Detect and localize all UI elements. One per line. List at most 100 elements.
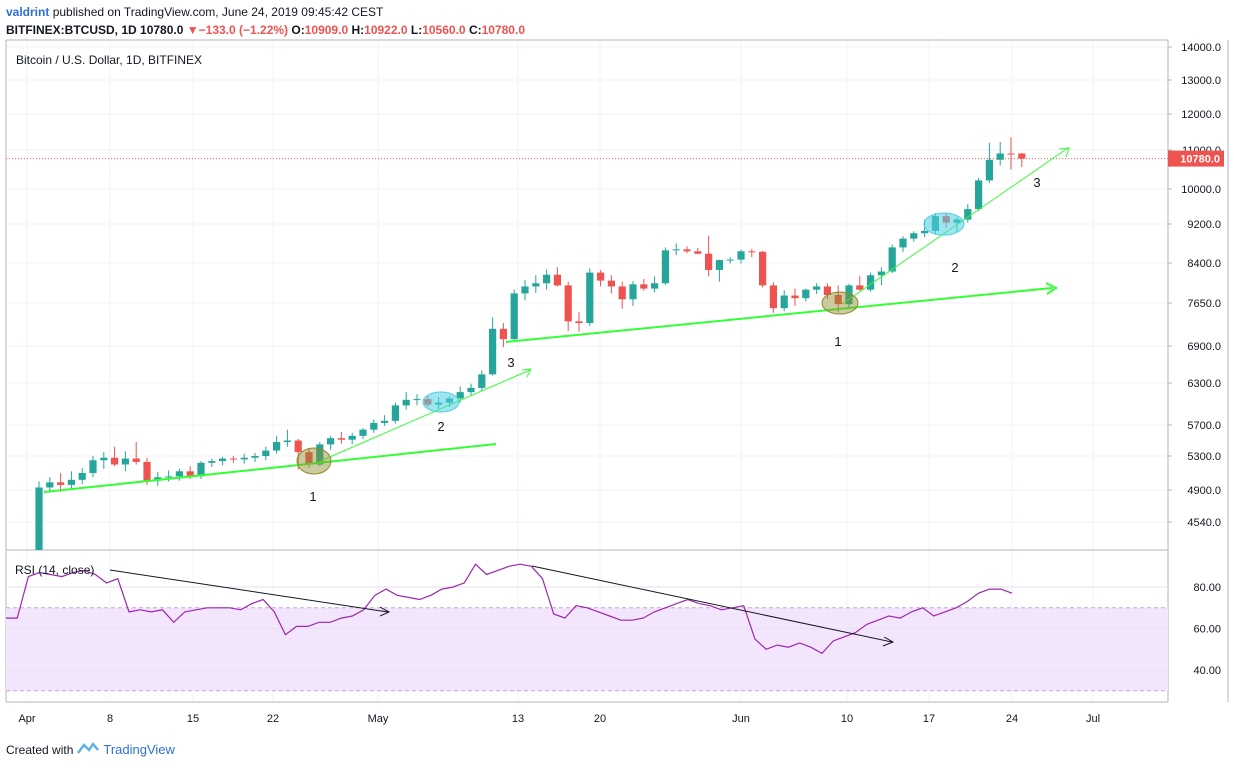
price-tick-label: 5700.0 — [1187, 420, 1221, 432]
candle-body — [175, 471, 183, 477]
candle-body — [607, 280, 615, 287]
candle-body — [899, 238, 907, 248]
annotation-label: 2 — [951, 260, 958, 275]
symbol-label: BITFINEX:BTCUSD, 1D — [6, 23, 137, 37]
candle-body — [510, 293, 518, 340]
candle — [532, 275, 540, 293]
candle-body — [618, 286, 626, 300]
candle — [661, 247, 669, 285]
arrow-head — [1058, 147, 1070, 158]
candle — [759, 250, 767, 288]
candle — [813, 283, 821, 294]
candle — [240, 453, 248, 464]
candle — [132, 442, 140, 465]
price-tick-label: 13000.0 — [1181, 75, 1221, 87]
arrow-head — [882, 636, 895, 647]
candle-body — [186, 471, 194, 477]
candle — [219, 456, 227, 466]
annotation-label: 1 — [834, 334, 841, 349]
candle-body — [964, 209, 972, 220]
candle — [413, 394, 421, 406]
candle-body — [1018, 153, 1026, 159]
annotation-label: 2 — [437, 419, 444, 434]
candle — [499, 323, 507, 348]
candle — [823, 283, 831, 300]
candle — [100, 452, 108, 469]
price-tick-label: 9200.0 — [1187, 219, 1221, 231]
candle — [888, 244, 896, 274]
tradingview-brand[interactable]: TradingView — [103, 742, 175, 757]
close-label: C: — [468, 23, 482, 37]
candle-body — [456, 392, 464, 399]
candle — [121, 451, 129, 472]
candle-body — [629, 284, 637, 300]
candle — [67, 471, 75, 490]
candle-body — [715, 260, 723, 270]
candle — [791, 288, 799, 306]
candle — [780, 290, 788, 312]
time-tick-label: Jul — [1086, 713, 1100, 725]
candle-body — [921, 230, 929, 234]
candle — [57, 473, 65, 492]
candle — [834, 285, 842, 313]
candle-body — [240, 457, 248, 460]
time-tick-label: 13 — [512, 713, 524, 725]
candle — [273, 435, 281, 454]
high-label: H: — [351, 23, 365, 37]
candle-body — [521, 286, 529, 294]
grid-lines — [6, 40, 1168, 700]
publish-info: published on TradingView.com, June 24, 2… — [52, 5, 384, 19]
candle-body — [197, 462, 205, 477]
candle-body — [489, 328, 497, 375]
candle-body — [877, 271, 885, 276]
low-value: 10560.0 — [422, 23, 466, 37]
candle-body — [985, 159, 993, 181]
candle — [478, 370, 486, 392]
candle-body — [834, 295, 842, 305]
arrow-head — [521, 368, 532, 378]
candle — [553, 267, 561, 287]
candle — [337, 431, 345, 444]
candle-body — [791, 295, 799, 299]
candle-body — [57, 482, 65, 485]
candle-body — [910, 233, 918, 239]
last-price: 10780.0 — [140, 23, 184, 37]
time-tick-label: 15 — [187, 713, 199, 725]
price-tick-label: 12000.0 — [1181, 109, 1221, 121]
time-tick-label: 24 — [1006, 713, 1018, 725]
candle-body — [975, 180, 983, 210]
candle — [910, 231, 918, 242]
candle-body — [35, 487, 43, 550]
candle-body — [694, 251, 702, 254]
candle — [111, 446, 119, 467]
time-tick-label: 8 — [107, 713, 113, 725]
close-value: 10780.0 — [481, 23, 525, 37]
candle-body — [597, 272, 605, 281]
divergence-line-2 — [531, 565, 893, 643]
candle — [78, 467, 86, 485]
author-link[interactable]: valdrint — [6, 5, 50, 19]
ohlc-line: BITFINEX:BTCUSD, 1D 10780.0 ▼−133.0 (−1.… — [6, 23, 525, 37]
candle-body — [337, 438, 345, 440]
candle — [586, 268, 594, 326]
candle — [985, 142, 993, 183]
last-price-tag — [1168, 150, 1224, 167]
candle-body — [888, 247, 896, 272]
candle — [748, 248, 756, 258]
candle — [694, 247, 702, 255]
candle — [575, 312, 583, 332]
candle — [651, 276, 659, 293]
candle-body — [802, 289, 810, 299]
candle-body — [316, 444, 324, 465]
annotation-label: 3 — [1033, 175, 1040, 190]
candle — [845, 283, 853, 309]
candle — [640, 279, 648, 291]
price-tick-label: 6300.0 — [1187, 378, 1221, 390]
candle-body — [575, 321, 583, 324]
candle-body — [402, 399, 410, 406]
candle-body — [856, 285, 864, 290]
candle — [370, 419, 378, 433]
last-price-label: 10780.0 — [1180, 154, 1220, 166]
candle — [1007, 137, 1015, 170]
